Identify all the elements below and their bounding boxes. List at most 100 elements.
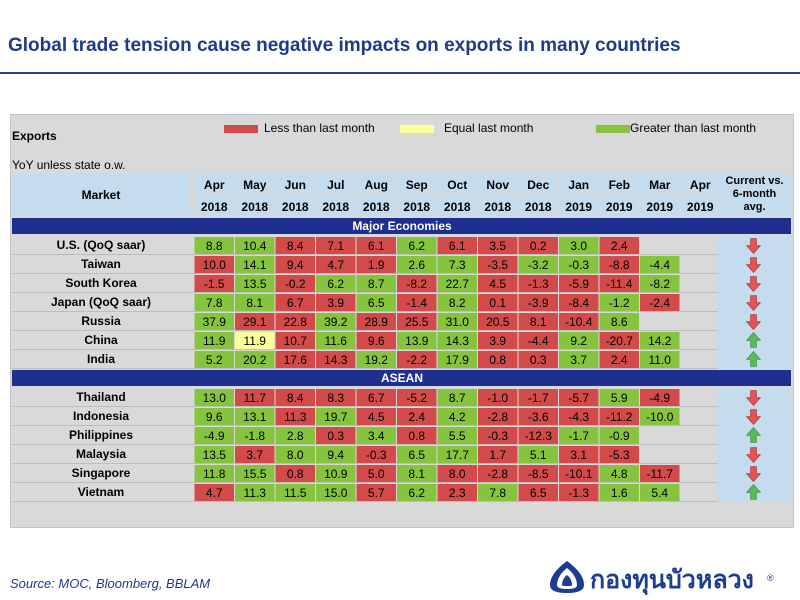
data-value-label: 3.9: [327, 296, 344, 310]
data-cell: [478, 332, 518, 349]
month-header-cell: [275, 174, 315, 194]
market-name-label: Vietnam: [78, 485, 124, 499]
market-name-label: Thailand: [76, 390, 125, 404]
data-value-label: 5.9: [611, 391, 628, 405]
data-cell: [194, 408, 234, 425]
data-value-label: 11.9: [203, 334, 226, 348]
data-value-label: -0.3: [366, 448, 387, 462]
data-cell: [518, 484, 558, 501]
data-value-label: 11.9: [244, 334, 267, 348]
year-header-label: 2019: [646, 200, 673, 214]
data-cell: [194, 465, 234, 482]
data-cell: [275, 389, 315, 406]
exports-label: Exports: [12, 129, 57, 143]
data-cell: [518, 446, 558, 463]
data-cell: [640, 408, 680, 425]
month-header-cell: [478, 174, 518, 194]
data-cell: [275, 427, 315, 444]
data-cell: [437, 332, 477, 349]
year-header-label: 2018: [444, 200, 471, 214]
data-cell: [235, 484, 275, 501]
data-value-label: 3.4: [368, 429, 385, 443]
data-cell: [356, 446, 396, 463]
data-value-label: 13.5: [203, 448, 227, 462]
year-header-cell: [397, 196, 437, 216]
data-value-label: 11.3: [284, 410, 307, 424]
data-value-label: 4.7: [327, 258, 344, 272]
data-value-label: 10.0: [203, 258, 227, 272]
legend-label-less: Less than last month: [264, 121, 375, 135]
data-cell: [437, 351, 477, 368]
data-cell: [356, 332, 396, 349]
data-value-label: 11.0: [649, 353, 672, 367]
data-value-label: 22.8: [284, 315, 308, 329]
data-cell: [316, 332, 356, 349]
data-value-label: 8.3: [327, 391, 344, 405]
year-header-cell: [235, 196, 275, 216]
data-value-label: 15.5: [243, 467, 267, 481]
data-value-label: 13.0: [203, 391, 227, 405]
year-header-label: 2018: [241, 200, 268, 214]
current-vs-avg-header-label: Current vs.: [725, 175, 783, 187]
data-cell: [316, 313, 356, 330]
current-vs-avg-header-cell: [718, 174, 791, 216]
data-value-label: 13.9: [405, 334, 429, 348]
data-value-label: -3.9: [528, 296, 549, 310]
data-value-label: 4.8: [611, 467, 628, 481]
data-cell: [316, 256, 356, 273]
data-value-label: -5.3: [609, 448, 630, 462]
data-value-label: 2.4: [611, 239, 628, 253]
data-value-label: 6.2: [408, 239, 425, 253]
year-header-label: 2018: [201, 200, 228, 214]
year-header-label: 2018: [525, 200, 552, 214]
month-header-label: Sep: [406, 178, 428, 192]
data-cell: [559, 465, 599, 482]
data-cell: [518, 465, 558, 482]
data-value-label: 11.6: [325, 334, 348, 348]
data-cell: [235, 446, 275, 463]
data-value-label: 6.1: [368, 239, 385, 253]
data-cell: [235, 427, 275, 444]
month-header-cell: [680, 174, 720, 194]
data-cell: [356, 389, 396, 406]
data-value-label: -4.9: [649, 391, 670, 405]
data-cell: [559, 408, 599, 425]
data-value-label: 3.7: [570, 353, 587, 367]
data-value-label: -3.5: [487, 258, 508, 272]
data-value-label: 19.7: [324, 410, 348, 424]
data-cell: [235, 465, 275, 482]
data-value-label: 7.8: [206, 296, 223, 310]
data-value-label: -4.3: [568, 410, 589, 424]
month-header-label: Oct: [447, 178, 467, 192]
data-cell: [478, 465, 518, 482]
data-value-label: 6.2: [327, 277, 344, 291]
data-cell: [640, 275, 680, 292]
data-value-label: 8.0: [287, 448, 304, 462]
data-value-label: 17.7: [446, 448, 470, 462]
month-header-label: Dec: [527, 178, 549, 192]
year-header-label: 2018: [322, 200, 349, 214]
arrow-up-icon: [745, 427, 762, 443]
data-value-label: 10.9: [324, 467, 348, 481]
data-cell: [640, 484, 680, 501]
data-cell: [316, 484, 356, 501]
arrow-down-icon: [745, 276, 762, 292]
data-value-label: 0.2: [530, 239, 547, 253]
data-cell: [478, 256, 518, 273]
data-value-label: -0.3: [568, 258, 589, 272]
data-value-label: -5.7: [568, 391, 589, 405]
data-cell: [235, 351, 275, 368]
data-value-label: 8.4: [287, 239, 304, 253]
current-vs-avg-header-label: 6-month: [733, 188, 777, 200]
data-value-label: 3.5: [489, 239, 506, 253]
data-cell: [316, 408, 356, 425]
data-cell: [356, 351, 396, 368]
data-cell: [437, 427, 477, 444]
data-cell: [194, 332, 234, 349]
data-cell: [640, 465, 680, 482]
month-header-label: Apr: [690, 178, 711, 192]
data-value-label: -11.2: [606, 410, 633, 424]
data-cell: [316, 446, 356, 463]
year-header-label: 2019: [606, 200, 633, 214]
data-cell: [518, 427, 558, 444]
